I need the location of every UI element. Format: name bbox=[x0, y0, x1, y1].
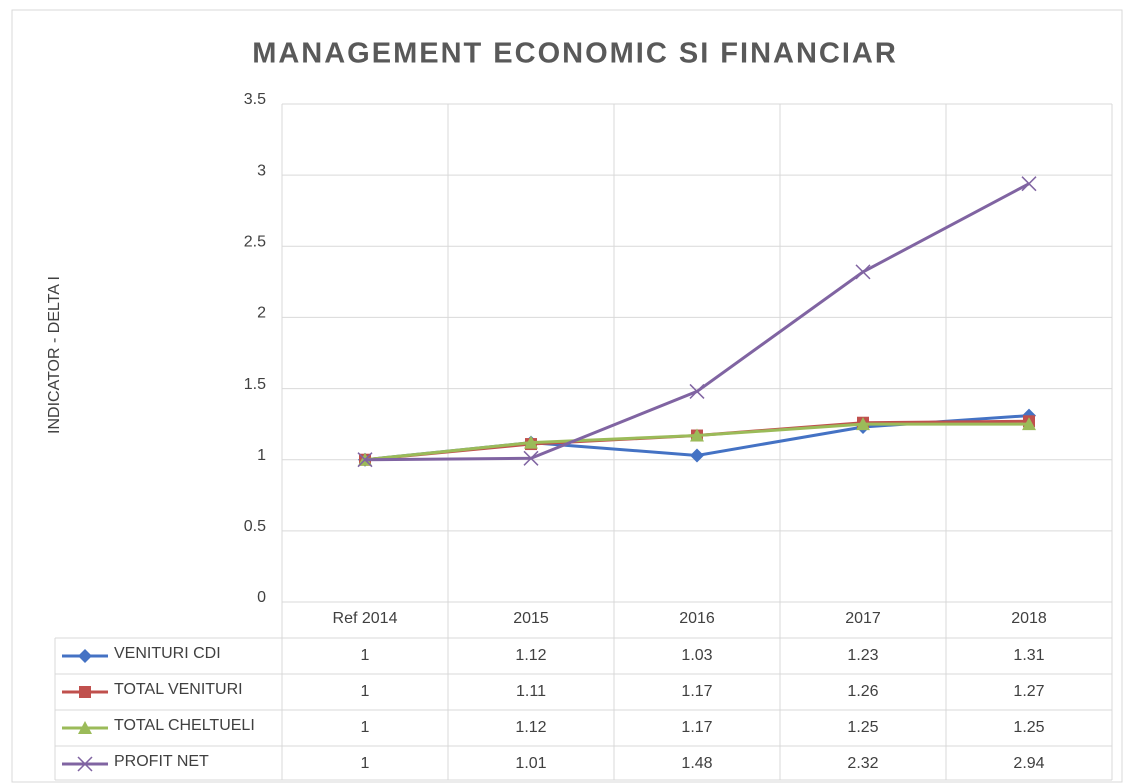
table-value: 1.26 bbox=[847, 683, 878, 700]
marker bbox=[855, 264, 871, 280]
legend-label: TOTAL CHELTUELI bbox=[114, 717, 255, 734]
legend-key-marker bbox=[78, 649, 92, 663]
y-tick-label: 0 bbox=[257, 589, 266, 606]
y-tick-label: 1 bbox=[257, 447, 266, 464]
legend-label: VENITURI CDI bbox=[114, 645, 221, 662]
x-tick-label: Ref 2014 bbox=[333, 610, 398, 627]
table-value: 1.03 bbox=[681, 647, 712, 664]
legend-key-marker bbox=[78, 721, 92, 734]
y-tick-label: 0.5 bbox=[244, 518, 266, 535]
marker bbox=[689, 383, 705, 399]
table-value: 2.32 bbox=[847, 755, 878, 772]
chart-border bbox=[11, 9, 1123, 783]
legend-label: TOTAL VENITURI bbox=[114, 681, 243, 698]
y-tick-label: 1.5 bbox=[244, 376, 266, 393]
y-tick-label: 2 bbox=[257, 305, 266, 322]
y-tick-label: 3 bbox=[257, 162, 266, 179]
table-value: 1.12 bbox=[515, 719, 546, 736]
marker bbox=[690, 448, 704, 463]
legend-label: PROFIT NET bbox=[114, 753, 209, 770]
legend-key-marker bbox=[79, 686, 91, 698]
table-value: 1 bbox=[361, 755, 370, 772]
table-value: 1.01 bbox=[515, 755, 546, 772]
y-tick-label: 2.5 bbox=[244, 234, 266, 251]
table-value: 1 bbox=[361, 683, 370, 700]
x-tick-label: 2017 bbox=[845, 610, 881, 627]
marker bbox=[856, 417, 870, 431]
marker bbox=[523, 450, 539, 466]
x-tick-label: 2015 bbox=[513, 610, 549, 627]
x-tick-label: 2018 bbox=[1011, 610, 1047, 627]
marker bbox=[357, 452, 373, 468]
table-value: 1.12 bbox=[515, 647, 546, 664]
table-value: 1 bbox=[361, 647, 370, 664]
y-tick-label: 3.5 bbox=[244, 91, 266, 108]
table-value: 1.17 bbox=[681, 683, 712, 700]
table-value: 1.25 bbox=[1013, 719, 1044, 736]
table-value: 1.23 bbox=[847, 647, 878, 664]
chart-title: MANAGEMENT ECONOMIC SI FINANCIAR bbox=[252, 38, 898, 70]
marker bbox=[1022, 417, 1036, 431]
table-value: 1.31 bbox=[1013, 647, 1044, 664]
marker bbox=[524, 435, 538, 449]
table-value: 1.11 bbox=[516, 683, 546, 700]
table-value: 1.17 bbox=[681, 719, 712, 736]
marker bbox=[1021, 176, 1037, 192]
marker bbox=[690, 428, 704, 442]
y-axis-label: INDICATOR - DELTA I bbox=[46, 276, 63, 434]
table-value: 1 bbox=[361, 719, 370, 736]
table-value: 1.25 bbox=[847, 719, 878, 736]
table-value: 1.27 bbox=[1013, 683, 1044, 700]
legend-key-marker bbox=[77, 756, 93, 772]
table-value: 1.48 bbox=[681, 755, 712, 772]
x-tick-label: 2016 bbox=[679, 610, 715, 627]
table-value: 2.94 bbox=[1013, 755, 1044, 772]
